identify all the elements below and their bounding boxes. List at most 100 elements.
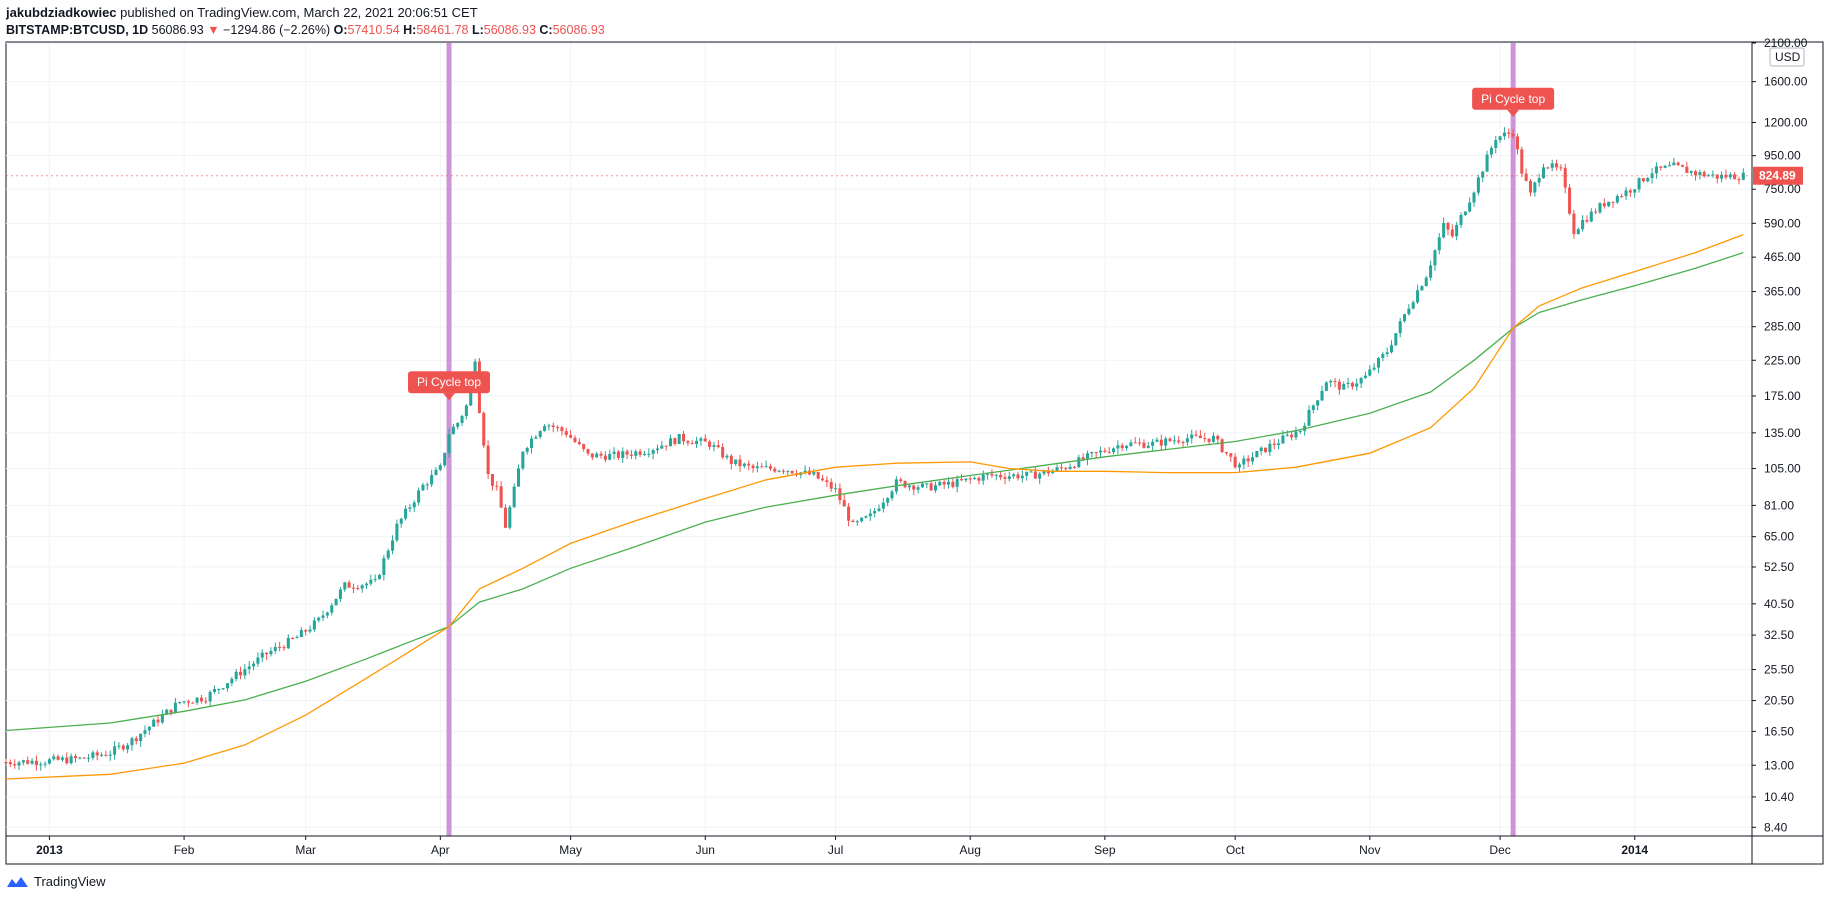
candle-body (1429, 265, 1433, 278)
candle-body (1724, 174, 1728, 178)
candle-body (69, 756, 73, 764)
close-value: 56086.93 (552, 23, 605, 37)
time-axis[interactable]: 2013 Feb Mar Apr May Jun Jul Aug Sep Oct Nov Dec 201… (6, 835, 1823, 857)
candle-body (664, 445, 668, 447)
candle-body (1112, 448, 1116, 453)
candle-body (225, 683, 230, 689)
y-tick-label: 285.00 (1764, 320, 1801, 334)
candle-body (1251, 457, 1255, 462)
candle-body (586, 449, 590, 454)
x-tick-label: Nov (1359, 843, 1380, 857)
candle-body (503, 507, 507, 528)
candle-body (1446, 222, 1450, 230)
candle-body (1133, 442, 1137, 444)
y-unit-label: USD (1775, 50, 1801, 64)
y-tick-label: 8.40 (1764, 820, 1788, 834)
candle-body (642, 453, 646, 455)
annotation-label: Pi Cycle top (1481, 92, 1545, 106)
candle-body (1585, 220, 1589, 222)
candle-body (1520, 149, 1524, 174)
candle-body (21, 760, 25, 763)
candle-body (1246, 458, 1250, 462)
candle-body (1346, 382, 1350, 385)
candle-body (317, 617, 321, 621)
candle-body (1559, 167, 1563, 169)
candle-body (1177, 440, 1181, 443)
candle-body (221, 688, 225, 690)
candle-body (278, 646, 282, 648)
candle-body (282, 647, 286, 649)
candle-body (721, 447, 725, 458)
candle-body (851, 520, 855, 523)
candle-body (269, 650, 273, 655)
candle-body (1372, 367, 1376, 370)
candle-body (812, 472, 816, 475)
candle-body (755, 466, 759, 468)
y-tick-label: 365.00 (1764, 285, 1801, 299)
candle-body (1720, 174, 1724, 179)
candle-body (582, 444, 586, 450)
footer-branding[interactable]: TradingView (6, 874, 106, 889)
candle-body (647, 453, 651, 455)
y-tick-label: 52.50 (1764, 560, 1794, 574)
candle-body (890, 491, 894, 499)
candle-body (312, 620, 316, 630)
candle-body (608, 453, 612, 460)
candle-body (1628, 190, 1632, 193)
candle-body (938, 481, 942, 486)
high-value: 58461.78 (416, 23, 469, 37)
candle-body (916, 487, 920, 490)
candle-body (108, 754, 112, 756)
candle-body (338, 589, 342, 599)
candle-body (747, 463, 751, 466)
candle-body (1255, 451, 1259, 458)
candle-body (564, 431, 568, 435)
price-axis[interactable]: 2100.00 1600.00 1200.00 950.00 750.00 590.00 4… (6, 36, 1808, 864)
x-tick-label: May (559, 843, 582, 857)
candle-body (1550, 163, 1554, 168)
candle-body (8, 762, 12, 765)
y-tick-label: 32.50 (1764, 628, 1794, 642)
candle-body (100, 754, 104, 756)
chart-frame (5, 41, 1824, 865)
symbol-label[interactable]: BITSTAMP:BTCUSD, 1D (6, 23, 149, 37)
price-chart[interactable]: Pi Cycle top Pi Cycle top 2100.00 1600.00 1… (0, 0, 1828, 870)
author-name[interactable]: jakubdziadkowiec (6, 5, 117, 20)
candle-body (551, 425, 555, 428)
candle-body (1507, 132, 1511, 134)
last-price-label: 824.89 (1759, 169, 1796, 183)
candle-body (1646, 178, 1650, 182)
candle-body (334, 598, 338, 606)
candle-body (1537, 178, 1541, 183)
candle-body (521, 451, 525, 469)
candle-body (443, 452, 447, 466)
candle-body (712, 445, 716, 447)
candle-body (291, 637, 295, 639)
candle-body (1442, 222, 1446, 238)
x-tick-label: Aug (960, 843, 981, 857)
candle-body (160, 714, 164, 723)
candle-body (1398, 321, 1402, 334)
candle-body (1020, 475, 1024, 479)
candle-body (91, 752, 95, 758)
candle-body (673, 438, 677, 444)
candle-body (239, 671, 243, 676)
candle-body (1594, 211, 1598, 213)
candle-body (195, 697, 199, 703)
candle-body (994, 474, 998, 476)
candle-body (912, 485, 916, 490)
candle-body (113, 746, 117, 755)
candle-body (1159, 439, 1163, 446)
candle-body (1337, 381, 1341, 390)
candle-body (981, 474, 985, 481)
candle-body (1511, 133, 1515, 137)
candle-body (243, 669, 247, 676)
candle-body (1051, 470, 1055, 474)
candle-body (104, 754, 108, 756)
candle-body (1698, 172, 1702, 176)
candle-body (725, 455, 729, 458)
candle-body (425, 484, 429, 486)
y-tick-label: 590.00 (1764, 216, 1801, 230)
candle-body (899, 479, 903, 482)
candle-body (87, 757, 91, 759)
